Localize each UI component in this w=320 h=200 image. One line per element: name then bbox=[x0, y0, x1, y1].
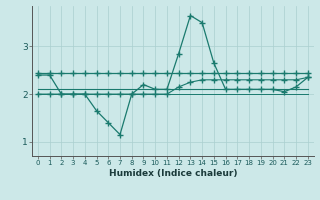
X-axis label: Humidex (Indice chaleur): Humidex (Indice chaleur) bbox=[108, 169, 237, 178]
